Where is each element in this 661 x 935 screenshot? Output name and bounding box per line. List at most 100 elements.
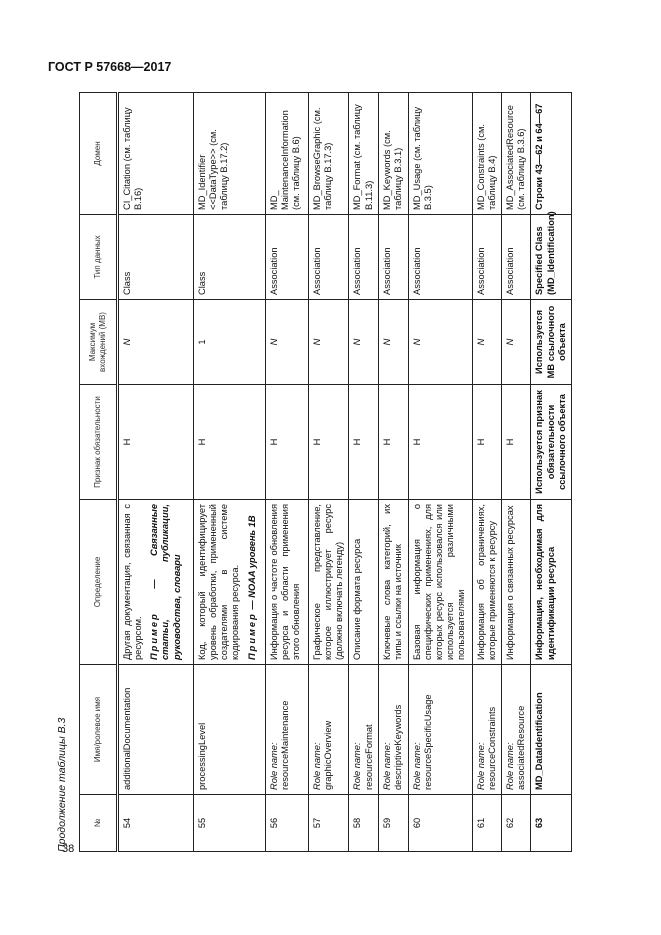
max-occurrence-cell: 1 [193,299,266,385]
role-label: Role name: [269,742,279,790]
row-number: 54 [117,794,194,852]
table-row: 58 Role name: resourceFormat Описание форма… [348,92,379,852]
row-number: 63 [530,794,572,852]
definition-cell: Описание формата ресурса [348,499,379,665]
element-name: descriptiveKeywords [392,704,403,790]
obligation-cell: Н [501,384,531,500]
domain-cell: MD_Identifier <<DataType>> (см. таблицу … [193,92,266,215]
row-number: 61 [472,794,502,852]
role-label: Role name: [411,742,422,790]
row-number: 55 [193,794,266,852]
obligation-cell: Н [378,384,409,500]
row-number: 58 [348,794,379,852]
col-header-definition: Определение [79,499,118,665]
obligation-cell: Н [472,384,502,500]
example-label: Пример [246,612,257,660]
definition-cell: Информация о связанных ресурсах [501,499,531,665]
name-cell: MD_DataIdentification [530,664,572,795]
element-name: resourceFormat [363,724,374,790]
data-type-cell: Association [501,214,531,300]
definition-text: Ключевые слова категорий, их типы и ссыл… [381,504,403,660]
example-text: — NOAA уровень 1B [246,515,257,613]
definition-cell: Информация об ограничениях, которые прим… [472,499,502,665]
data-type-cell: Class [193,214,266,300]
example-label: Пример [149,612,160,660]
definition-text: Графическое представление, которое иллюс… [312,504,345,660]
obligation-cell: Н [308,384,349,500]
element-name: MD_DataIdentification [534,692,545,790]
name-cell: Role name: resourceMaintenance [265,664,309,795]
element-name: resourceSpecificUsage [422,694,433,790]
domain-cell: MD_Constraints (см. таблицу В.4) [472,92,502,215]
name-cell: Role name: resourceConstraints [472,664,502,795]
max-occurrence-cell: Используется МВ ссылочного объекта [530,299,572,385]
element-name: processingLevel [197,722,207,790]
data-type-cell: Specified Class (MD_Identification) [530,211,572,300]
row-number: 62 [501,794,531,852]
max-occurrence-cell: N [265,299,309,385]
element-name: associatedResource [516,705,527,790]
max-occurrence-cell: N [501,299,531,385]
name-cell: Role name: resourceSpecificUsage [408,664,473,795]
definition-text: Информация, необходимая для идентификаци… [534,504,556,660]
table-row: 56 Role name: resourceMaintenance Информаци… [265,92,309,852]
max-occurrence-cell: N [117,299,194,385]
col-header-num: № [79,794,118,852]
max-occurrence-cell: N [408,299,473,385]
page-number: 38 [62,843,75,855]
col-header-data-type: Тип данных [79,214,118,300]
data-type-cell: Class [117,214,194,300]
obligation-cell: Н [117,384,194,500]
definition-cell: Другая документация, связанная с ресурсо… [117,499,194,665]
col-header-name: Имя/ролевое имя [79,664,118,795]
element-name: additionalDocumentation [122,687,132,790]
row-number: 56 [265,794,309,852]
role-label: Role name: [312,742,322,790]
element-name: graphicOverview [323,720,334,790]
obligation-cell: Н [265,384,309,500]
table-row: 55 processingLevel Код, который идентифици… [193,92,266,852]
obligation-cell: Н [193,384,266,500]
row-number: 57 [308,794,349,852]
table-row: 62 Role name: associatedResource Информация… [501,92,531,852]
data-type-cell: Association [378,214,409,300]
table-container: № Имя/ролевое имя Определение Признак об… [79,92,572,852]
data-type-cell: Association [348,214,379,300]
definition-cell: Код, который идентифицирует уровень обра… [193,499,266,665]
role-label: Role name: [352,742,363,790]
role-label: Role name: [505,742,516,790]
table-row: 57 Role name: graphicOverview Графическое п… [308,92,349,852]
data-type-cell: Association [265,214,309,300]
name-cell: Role name: descriptiveKeywords [378,664,409,795]
domain-cell: MD_Usage (см. таблицу В.3.5) [408,92,473,215]
name-cell: processingLevel [193,664,266,795]
table-row: 60 Role name: resourceSpecificUsage Базовая… [408,92,473,852]
table-row: 63 MD_DataIdentification Информация, необх… [530,92,572,852]
obligation-cell: Используется признак обязательности ссыл… [530,384,572,500]
obligation-cell: Н [348,384,379,500]
element-name: resourceMaintenance [280,700,291,790]
max-occurrence-cell: N [472,299,502,385]
max-occurrence-cell: N [308,299,349,385]
max-occurrence-cell: N [378,299,409,385]
table-row: 61 Role name: resourceConstraints Информаци… [472,92,502,852]
header-row: № Имя/ролевое имя Определение Признак об… [79,92,118,852]
definition-text: Базовая информация о специфических приме… [411,504,467,660]
row-number: 60 [408,794,473,852]
definition-cell: Базовая информация о специфических приме… [408,499,473,665]
element-name: resourceConstraints [486,706,497,790]
row-number: 59 [378,794,409,852]
role-label: Role name: [475,742,486,790]
role-label: Role name: [381,742,392,790]
domain-cell: MD_Format (см. таблицу В.11.3) [348,92,379,215]
attributes-table: № Имя/ролевое имя Определение Признак об… [79,92,572,852]
data-type-cell: Association [408,214,473,300]
col-header-obligation: Признак обязательности [79,384,118,500]
data-type-cell: Association [308,214,349,300]
definition-cell: Ключевые слова категорий, их типы и ссыл… [378,499,409,665]
table-row: 59 Role name: descriptiveKeywords Ключевые … [378,92,409,852]
definition-text: Информация об ограничениях, которые прим… [475,504,497,660]
name-cell: Role name: resourceFormat [348,664,379,795]
max-occurrence-cell: N [348,299,379,385]
domain-cell: CI_Citation (см. таблицу В.16) [117,92,194,215]
